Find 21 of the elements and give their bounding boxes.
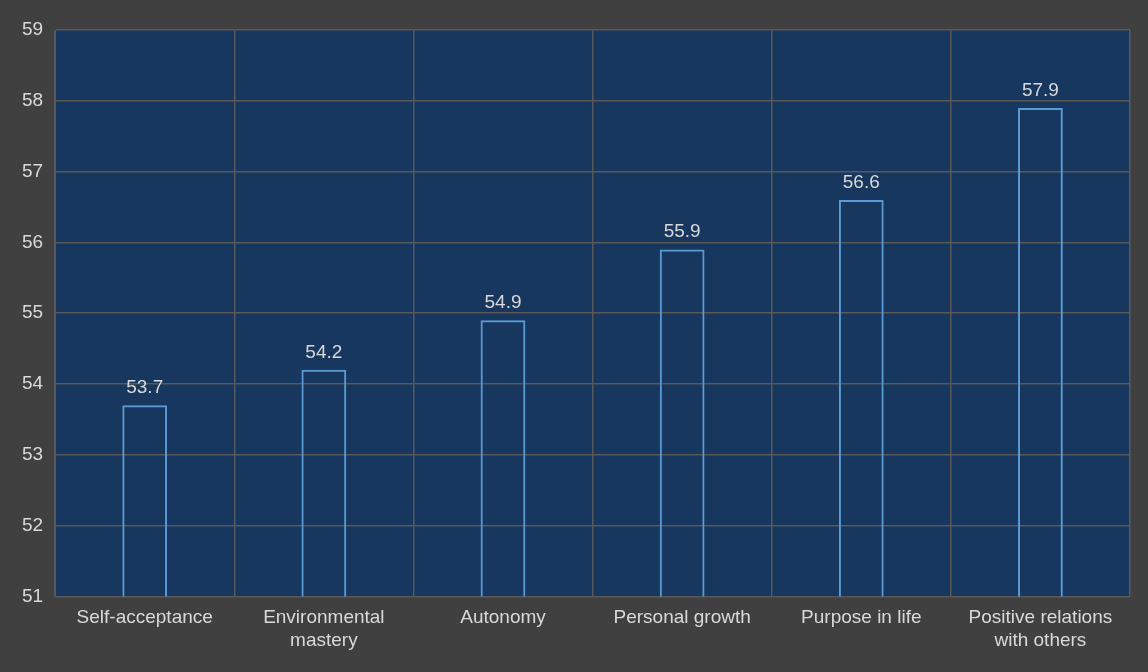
data-label: 55.9 — [663, 220, 701, 242]
data-label: 57.9 — [1021, 78, 1059, 100]
y-tick-label: 54 — [21, 372, 44, 394]
y-tick-label: 56 — [21, 230, 44, 252]
y-tick-label: 58 — [21, 89, 44, 111]
x-tick-label: Positive relations with others — [968, 606, 1113, 650]
x-tick-label: Environmental mastery — [263, 606, 385, 650]
data-label: 53.7 — [126, 375, 164, 397]
data-label: 54.2 — [305, 340, 343, 362]
y-tick-label: 57 — [21, 159, 44, 181]
x-tick-label: Purpose in life — [801, 606, 922, 628]
data-label: 54.9 — [484, 291, 522, 313]
data-label: 56.6 — [842, 170, 880, 192]
x-tick-label: Autonomy — [460, 606, 547, 628]
y-tick-label: 55 — [21, 301, 44, 323]
y-tick-label: 53 — [21, 443, 44, 465]
y-tick-label: 52 — [21, 513, 44, 535]
y-tick-label: 51 — [21, 584, 44, 606]
y-tick-label: 59 — [21, 18, 44, 40]
x-tick-label: Self-acceptance — [76, 606, 213, 628]
x-tick-label: Personal growth — [613, 606, 751, 628]
